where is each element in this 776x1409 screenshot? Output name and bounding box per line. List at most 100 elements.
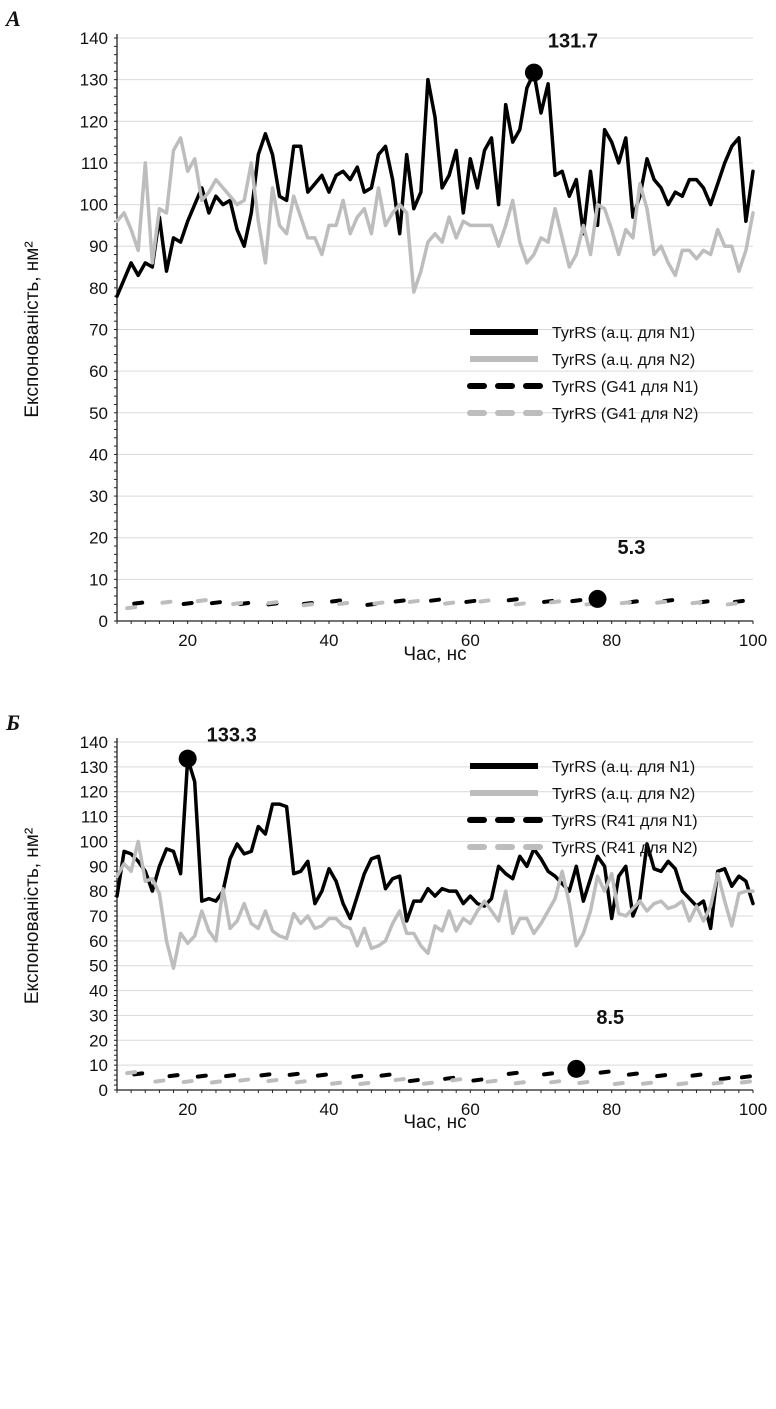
series-dash-point: [181, 601, 194, 607]
series-dash-point: [739, 1074, 752, 1080]
x-tick-label: 60: [461, 631, 480, 650]
series-dash-point: [570, 598, 583, 604]
series-dash-point: [513, 601, 526, 607]
series-dash-point: [259, 1072, 272, 1078]
series-dash-point: [125, 1070, 138, 1076]
series-dash-point: [450, 1077, 463, 1083]
x-tick-label: 100: [739, 1100, 767, 1119]
chart-panel-b: 0 10 20 30 40 50 60 70 80 90 100 110 120 130 140 20 40 60…: [22, 725, 767, 1133]
series-dash-point: [471, 1077, 484, 1083]
series-dash-point: [209, 1079, 222, 1085]
series-dash-point: [549, 1079, 562, 1085]
series-dash-point: [393, 598, 406, 604]
series-dash-point: [641, 1080, 653, 1086]
annotation-label: 5.3: [618, 537, 646, 559]
series-dash-point: [739, 1079, 752, 1085]
series-dash-point: [443, 600, 456, 606]
series-dash-point: [443, 1075, 456, 1081]
y-tick-label: 100: [80, 196, 108, 215]
x-tick-label: 100: [739, 631, 767, 650]
series-dash-point: [330, 1080, 343, 1086]
series-dash-point: [407, 598, 420, 604]
annotation-label: 131.7: [548, 31, 598, 53]
series-dash-point: [231, 601, 244, 607]
series-dash-point: [407, 1078, 420, 1084]
series-dash-point: [612, 1081, 625, 1087]
series-line: [115, 70, 755, 298]
y-tick-label: 30: [89, 1006, 108, 1025]
series-dash-point: [315, 1072, 328, 1078]
series-dash-point: [238, 1077, 251, 1083]
series-dash-point: [626, 1071, 639, 1077]
annotation-marker: [524, 63, 543, 82]
y-tick-label: 50: [89, 957, 108, 976]
series-dash-point: [711, 1080, 724, 1086]
series-dash-point: [549, 599, 562, 605]
series-dash-point: [330, 598, 343, 604]
series-dash-point: [167, 1073, 180, 1079]
series-dash-point: [195, 598, 208, 604]
y-tick-label: 10: [89, 1056, 108, 1075]
series-dash-point: [598, 1069, 611, 1075]
series-dash-point: [485, 1078, 498, 1084]
y-tick-label: 100: [80, 832, 108, 851]
series-dash-point: [160, 599, 173, 605]
series-line: [115, 136, 755, 294]
series-dash-point: [266, 600, 279, 606]
series-dash-point: [478, 598, 491, 604]
panel-label-a: А: [6, 6, 21, 31]
x-tick-label: 40: [320, 631, 339, 650]
series-dash-point: [266, 1078, 279, 1084]
x-tick-label: 40: [320, 1100, 339, 1119]
legend-label: TyrRS (а.ц. для N2): [552, 352, 695, 369]
y-tick-label: 130: [80, 71, 108, 90]
y-tick-label: 0: [99, 1081, 108, 1100]
legend-label: TyrRS (а.ц. для N1): [552, 325, 695, 342]
series-dash-point: [153, 1078, 166, 1084]
legend-label: TyrRS (R41 для N2): [552, 840, 698, 857]
chart-panel-a: 0 10 20 30 40 50 60 70 80 90 100 110 120 130 140 20 40 60…: [22, 29, 767, 665]
series-dash-point: [421, 1080, 434, 1086]
legend-label: TyrRS (а.ц. для N2): [552, 786, 695, 803]
legend-label: TyrRS (G41 для N2): [552, 406, 698, 423]
series-dash-point: [209, 600, 222, 606]
annotation-marker: [567, 1059, 586, 1078]
series-dash-point: [294, 1079, 307, 1085]
x-axis-label: Час, нс: [403, 644, 466, 665]
annotation-marker: [588, 589, 607, 608]
y-tick-label: 110: [81, 154, 108, 173]
y-tick-label: 60: [89, 362, 108, 381]
y-tick-label: 70: [89, 321, 108, 340]
y-tick-label: 90: [89, 857, 108, 876]
x-tick-label: 20: [178, 1100, 197, 1119]
x-tick-label: 60: [461, 1100, 480, 1119]
series-dash-point: [358, 1081, 371, 1087]
series-dash-point: [125, 605, 138, 611]
series-dash-point: [725, 601, 738, 607]
y-tick-label: 50: [89, 404, 108, 423]
series-dash-point: [577, 1080, 590, 1086]
y-tick-label: 80: [89, 882, 108, 901]
series-dash-point: [542, 1071, 555, 1077]
series-dash-point: [351, 1073, 364, 1079]
series-dash-point: [287, 1071, 300, 1077]
series-dash-point: [655, 1073, 668, 1079]
series-dash-point: [506, 1070, 519, 1076]
series-dash-point: [301, 602, 314, 608]
series-dash-point: [337, 601, 350, 607]
series-dash-point: [132, 1071, 145, 1077]
y-axis-label: Експонованість, нм²: [22, 241, 43, 417]
series-dash-point: [619, 600, 632, 606]
y-tick-label: 0: [99, 612, 108, 631]
series-dash-point: [676, 1081, 689, 1087]
y-tick-label: 140: [80, 733, 108, 752]
series-dash-point: [224, 1073, 237, 1079]
y-tick-label: 80: [89, 279, 108, 298]
x-tick-label: 80: [602, 631, 621, 650]
series-dash-point: [372, 600, 385, 606]
y-tick-label: 40: [89, 445, 108, 464]
y-tick-label: 20: [89, 1031, 108, 1050]
series-dash-point: [195, 1073, 208, 1079]
y-tick-label: 120: [80, 112, 108, 131]
